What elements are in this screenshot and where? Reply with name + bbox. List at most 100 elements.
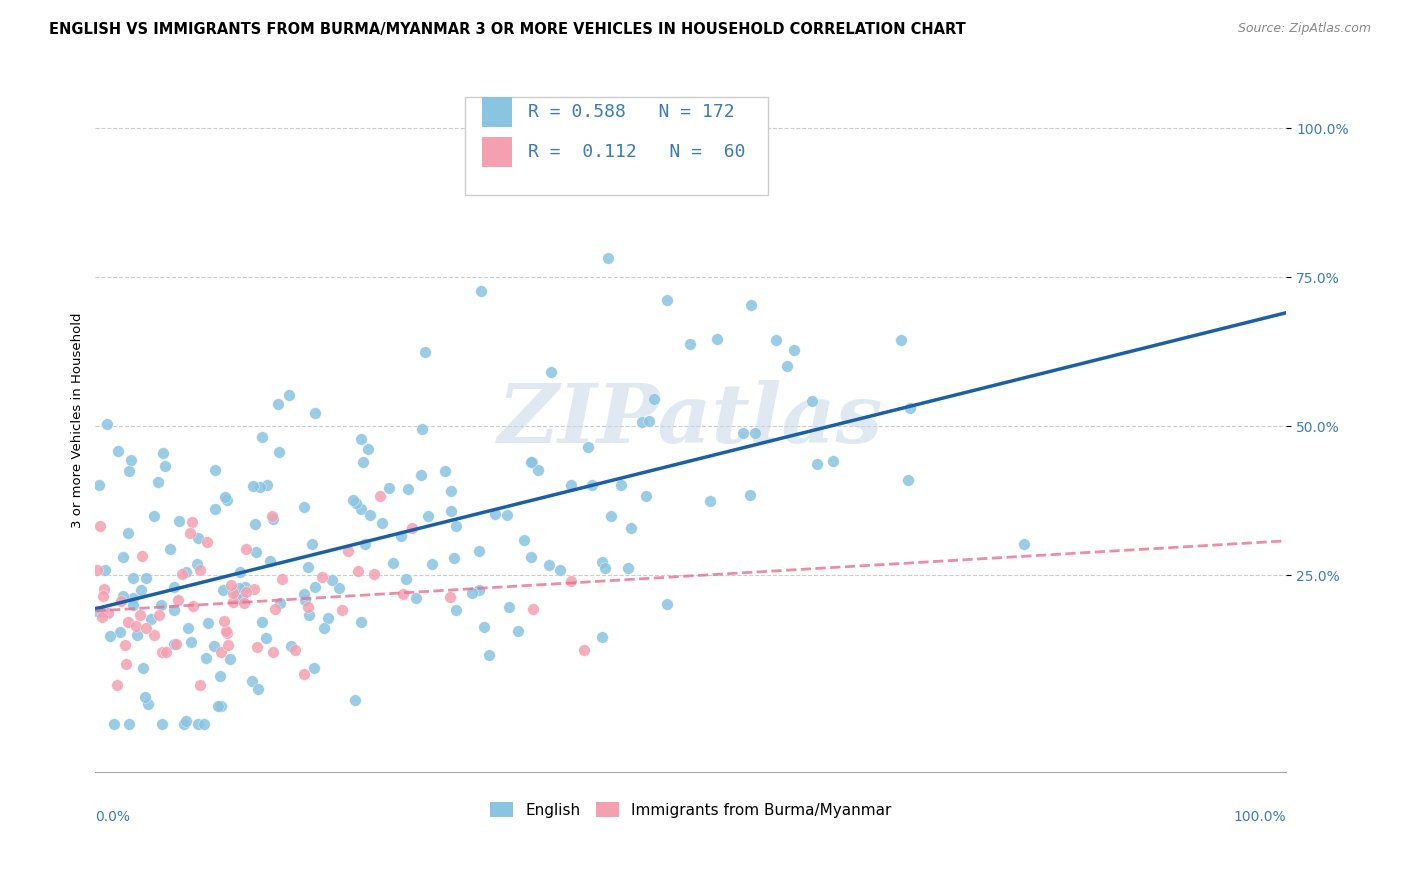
Point <box>538 558 561 573</box>
Point <box>107 444 129 458</box>
Point <box>740 298 762 312</box>
Point <box>202 639 225 653</box>
Point <box>636 489 658 503</box>
Point <box>91 589 114 603</box>
Point <box>235 541 257 556</box>
Point <box>297 560 319 574</box>
Point <box>208 669 231 683</box>
FancyBboxPatch shape <box>464 96 768 195</box>
Point <box>215 626 238 640</box>
Point <box>350 615 373 629</box>
Point <box>519 549 541 564</box>
Point <box>461 586 484 600</box>
Point <box>337 544 360 558</box>
Point <box>163 580 186 594</box>
Point <box>593 561 616 575</box>
Point <box>411 422 433 436</box>
Legend: English, Immigrants from Burma/Myanmar: English, Immigrants from Burma/Myanmar <box>484 796 897 824</box>
Point <box>141 612 163 626</box>
Point <box>468 582 491 597</box>
Point <box>598 251 620 265</box>
Point <box>125 618 148 632</box>
Point <box>699 494 721 508</box>
Point <box>219 652 242 666</box>
Point <box>405 591 427 606</box>
Point <box>679 336 702 351</box>
Point <box>292 500 315 515</box>
Point <box>294 592 316 607</box>
Point <box>180 635 202 649</box>
Point <box>332 603 354 617</box>
Point <box>444 603 467 617</box>
Point <box>187 531 209 545</box>
Point <box>240 673 263 688</box>
Point <box>143 628 166 642</box>
Point <box>260 508 283 523</box>
Point <box>159 541 181 556</box>
Point <box>806 457 828 471</box>
Point <box>311 570 333 584</box>
Point <box>150 717 173 731</box>
Point <box>416 509 439 524</box>
Point <box>389 529 412 543</box>
Point <box>217 638 239 652</box>
Point <box>301 537 323 551</box>
Point <box>89 477 111 491</box>
Point <box>422 558 444 572</box>
Point <box>228 581 250 595</box>
Point <box>262 645 284 659</box>
Point <box>131 549 153 564</box>
Point <box>262 512 284 526</box>
Point <box>242 582 264 596</box>
Point <box>135 570 157 584</box>
Point <box>496 508 519 522</box>
Point <box>150 599 173 613</box>
Point <box>472 620 495 634</box>
Point <box>776 359 799 374</box>
Point <box>177 621 200 635</box>
Point <box>591 556 613 570</box>
Text: Source: ZipAtlas.com: Source: ZipAtlas.com <box>1237 22 1371 36</box>
Point <box>638 414 661 428</box>
Point <box>217 493 239 508</box>
Point <box>267 397 290 411</box>
Point <box>90 610 112 624</box>
Point <box>304 406 326 420</box>
Text: ZIPatlas: ZIPatlas <box>498 380 883 460</box>
Point <box>250 615 273 629</box>
Point <box>86 604 108 618</box>
Point <box>115 657 138 671</box>
Point <box>122 599 145 613</box>
Point <box>187 717 209 731</box>
Point <box>468 544 491 558</box>
Point <box>256 478 278 492</box>
Point <box>204 463 226 477</box>
Point <box>179 525 201 540</box>
Point <box>211 698 233 713</box>
Point <box>112 550 135 565</box>
Point <box>560 574 582 589</box>
Point <box>152 445 174 459</box>
Point <box>96 417 118 432</box>
Point <box>254 632 277 646</box>
Point <box>174 565 197 579</box>
Point <box>321 574 343 588</box>
Point <box>378 481 401 495</box>
Point <box>89 519 111 533</box>
Point <box>188 678 211 692</box>
Point <box>655 293 678 307</box>
Point <box>357 442 380 457</box>
Point <box>163 637 186 651</box>
Point <box>222 586 245 600</box>
Point <box>112 589 135 603</box>
Point <box>212 582 235 597</box>
Point <box>214 624 236 639</box>
Point <box>269 596 291 610</box>
Point <box>247 682 270 697</box>
Point <box>263 602 285 616</box>
Point <box>245 516 267 531</box>
Point <box>278 387 301 401</box>
Point <box>444 519 467 533</box>
Point <box>188 563 211 577</box>
Point <box>231 591 253 605</box>
